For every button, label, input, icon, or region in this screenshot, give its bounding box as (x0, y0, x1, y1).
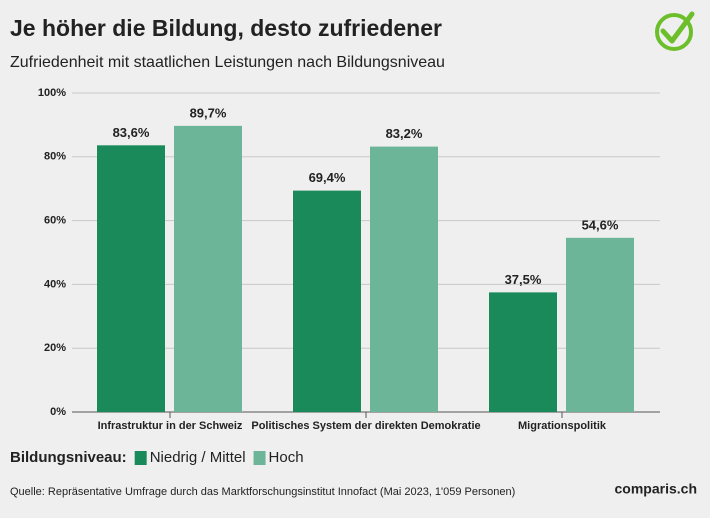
y-tick-label: 60% (44, 215, 66, 227)
value-label: 83,2% (386, 126, 423, 141)
legend-label: Niedrig / Mittel (150, 449, 246, 466)
legend-swatch (134, 451, 147, 465)
bar (489, 292, 557, 412)
check-icon (655, 11, 695, 51)
chart-subtitle: Zufriedenheit mit staatlichen Leistungen… (10, 54, 445, 71)
y-tick-label: 20% (44, 342, 66, 354)
brand-logo: comparis.ch (615, 481, 697, 497)
y-tick-label: 80% (44, 151, 66, 163)
legend-swatch (253, 451, 266, 465)
x-tick-label: Migrationspolitik (518, 420, 607, 432)
bar (566, 237, 634, 412)
y-tick-label: 40% (44, 278, 66, 290)
y-tick-label: 0% (50, 406, 66, 418)
bar (293, 190, 361, 412)
bar (97, 145, 165, 413)
value-label: 69,4% (309, 170, 346, 185)
legend-label: Hoch (269, 449, 304, 466)
value-label: 89,7% (190, 105, 227, 120)
x-tick-label: Infrastruktur in der Schweiz (98, 420, 243, 432)
chart-title: Je höher die Bildung, desto zufriedener (10, 15, 442, 41)
source: Quelle: Repräsentative Umfrage durch das… (10, 486, 515, 498)
value-label: 83,6% (113, 125, 150, 140)
value-label: 54,6% (582, 217, 619, 232)
y-tick-label: 100% (38, 87, 66, 99)
legend-title: Bildungsniveau: (10, 449, 127, 466)
bar (370, 146, 438, 413)
value-label: 37,5% (505, 272, 542, 287)
x-tick-label: Politisches System der direkten Demokrat… (251, 420, 480, 432)
bar (174, 125, 242, 413)
